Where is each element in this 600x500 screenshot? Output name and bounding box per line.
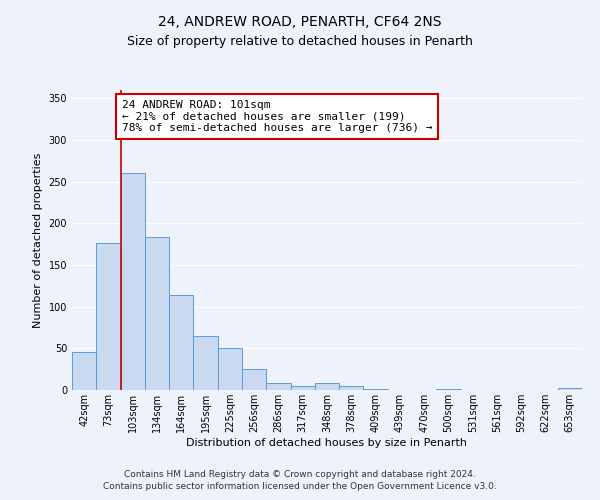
X-axis label: Distribution of detached houses by size in Penarth: Distribution of detached houses by size … <box>187 438 467 448</box>
Bar <box>96 244 121 390</box>
Bar <box>242 369 266 390</box>
Text: 24, ANDREW ROAD, PENARTH, CF64 2NS: 24, ANDREW ROAD, PENARTH, CF64 2NS <box>158 15 442 29</box>
Bar <box>266 384 290 390</box>
Bar <box>145 236 169 390</box>
Bar <box>218 348 242 390</box>
Text: 24 ANDREW ROAD: 101sqm
← 21% of detached houses are smaller (199)
78% of semi-de: 24 ANDREW ROAD: 101sqm ← 21% of detached… <box>122 100 432 133</box>
Bar <box>558 388 582 390</box>
Bar <box>290 386 315 390</box>
Bar <box>364 389 388 390</box>
Bar <box>339 386 364 390</box>
Text: Size of property relative to detached houses in Penarth: Size of property relative to detached ho… <box>127 35 473 48</box>
Bar <box>193 336 218 390</box>
Bar <box>72 352 96 390</box>
Bar <box>169 295 193 390</box>
Text: Contains HM Land Registry data © Crown copyright and database right 2024.: Contains HM Land Registry data © Crown c… <box>124 470 476 479</box>
Bar <box>315 382 339 390</box>
Text: Contains public sector information licensed under the Open Government Licence v3: Contains public sector information licen… <box>103 482 497 491</box>
Y-axis label: Number of detached properties: Number of detached properties <box>33 152 43 328</box>
Bar <box>436 389 461 390</box>
Bar <box>121 172 145 390</box>
